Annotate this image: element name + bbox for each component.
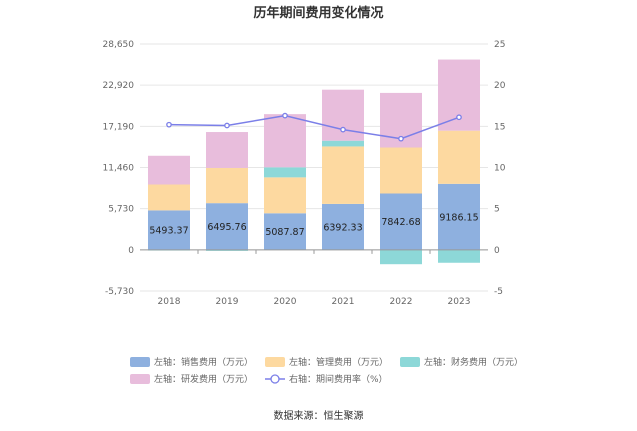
legend-swatch xyxy=(265,357,285,367)
rate-point xyxy=(456,114,462,121)
bar-segment xyxy=(206,132,248,168)
bar-segment xyxy=(264,167,306,178)
rate-line xyxy=(166,112,462,142)
y-left-tick-label: 22,920 xyxy=(103,81,135,91)
bar-segment xyxy=(148,184,190,211)
bar-segment xyxy=(438,183,480,250)
data-label: 7842.68 xyxy=(381,217,420,228)
x-tick-label: 2020 xyxy=(274,297,297,307)
chart-title: 历年期间费用变化情况 xyxy=(253,5,383,21)
legend-label: 右轴：期间费用率（%） xyxy=(289,373,388,385)
legend-label: 左轴：销售费用（万元） xyxy=(154,356,253,368)
y-right-tick-label: 10 xyxy=(494,164,506,174)
legend: 左轴：销售费用（万元） 左轴：管理费用（万元） 左轴：财务费用（万元） 左轴：研发费用… xyxy=(130,356,523,385)
bar-segment xyxy=(206,203,248,250)
bar-segment xyxy=(264,114,306,168)
bar-segment xyxy=(264,177,306,214)
x-tick-label: 2018 xyxy=(158,297,181,307)
data-label: 5493.37 xyxy=(149,226,188,237)
x-tick-label: 2022 xyxy=(390,297,413,307)
bar-segment xyxy=(438,249,480,263)
source-note: 数据来源：恒生聚源 xyxy=(274,409,364,422)
legend-swatch-marker xyxy=(270,374,280,384)
rate-point xyxy=(224,122,230,129)
data-label: 9186.15 xyxy=(439,212,478,223)
bar-segment xyxy=(148,210,190,250)
y-right-tick-label: 5 xyxy=(494,205,500,215)
bar-segment xyxy=(206,167,248,204)
rate-point xyxy=(166,121,172,128)
y-right-tick-label: 20 xyxy=(494,81,506,91)
y-right-tick-label: 15 xyxy=(494,122,505,132)
bar-segment xyxy=(206,249,248,251)
legend-label: 左轴：研发费用（万元） xyxy=(154,373,253,385)
rate-point xyxy=(282,112,288,119)
legend-label: 左轴：管理费用（万元） xyxy=(289,356,388,368)
y-right-tick-label: 25 xyxy=(494,40,505,50)
y-left-tick-label: 17,190 xyxy=(103,122,135,132)
bar-segment xyxy=(438,130,480,184)
bar-segment xyxy=(322,89,364,141)
bar-segment xyxy=(322,203,364,250)
x-tick-label: 2019 xyxy=(216,297,239,307)
bar-segment xyxy=(380,147,422,194)
bar-segment xyxy=(380,193,422,250)
y-right-tick-label: 0 xyxy=(494,246,500,256)
legend-swatch xyxy=(130,374,150,384)
y-right-tick-label: -5 xyxy=(494,287,503,297)
bar-segment xyxy=(264,213,306,250)
axes: -5,730 0 5,730 11,460 17,190 22,920 28,650 -5 0 5… xyxy=(103,40,506,307)
rate-point xyxy=(340,126,346,133)
data-label: 6495.76 xyxy=(207,222,246,233)
data-label: 5087.87 xyxy=(265,227,304,238)
legend-swatch xyxy=(130,357,150,367)
data-labels: 5493.37 6495.76 5087.87 6392.33 7842.68 9186.… xyxy=(149,212,478,238)
bar-segment xyxy=(322,140,364,147)
bar-segment xyxy=(148,155,190,185)
legend-swatch xyxy=(400,357,420,367)
x-tick-label: 2021 xyxy=(332,297,355,307)
legend-label: 左轴：财务费用（万元） xyxy=(424,356,523,368)
bar-segment xyxy=(380,249,422,265)
y-left-tick-label: 11,460 xyxy=(103,164,135,174)
rate-line-path xyxy=(168,114,460,140)
bars xyxy=(148,59,480,265)
y-left-tick-label: -5,730 xyxy=(105,287,134,297)
data-label: 6392.33 xyxy=(323,222,362,233)
rate-point xyxy=(398,135,404,142)
bar-segment xyxy=(322,146,364,204)
y-left-tick-label: 5,730 xyxy=(108,205,134,215)
x-tick-label: 2023 xyxy=(448,297,471,307)
y-left-tick-label: 0 xyxy=(128,246,134,256)
y-left-tick-label: 28,650 xyxy=(103,40,135,50)
grid xyxy=(140,43,488,292)
